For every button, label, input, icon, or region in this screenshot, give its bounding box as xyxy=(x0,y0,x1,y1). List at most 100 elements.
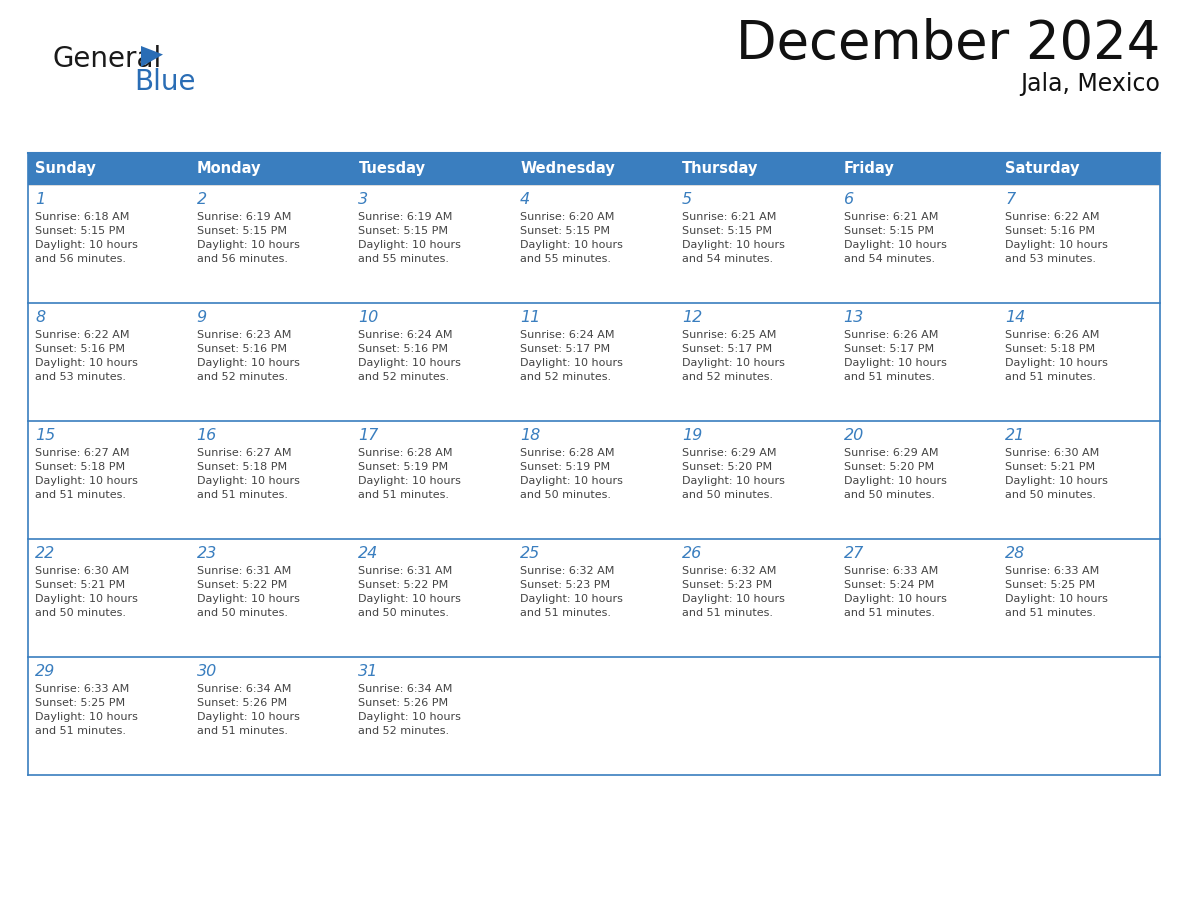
Text: 19: 19 xyxy=(682,428,702,443)
Bar xyxy=(998,153,1159,185)
Text: Sunset: 5:18 PM: Sunset: 5:18 PM xyxy=(34,462,125,472)
Text: 8: 8 xyxy=(34,310,45,325)
Text: Daylight: 10 hours: Daylight: 10 hours xyxy=(1005,594,1108,604)
Text: Sunrise: 6:20 AM: Sunrise: 6:20 AM xyxy=(520,212,614,222)
Text: Sunrise: 6:19 AM: Sunrise: 6:19 AM xyxy=(197,212,291,222)
Text: Sunrise: 6:34 AM: Sunrise: 6:34 AM xyxy=(359,684,453,694)
Bar xyxy=(352,153,513,185)
Text: and 51 minutes.: and 51 minutes. xyxy=(1005,372,1097,382)
Bar xyxy=(513,421,675,539)
Text: Sunday: Sunday xyxy=(34,162,96,176)
Text: Sunrise: 6:27 AM: Sunrise: 6:27 AM xyxy=(197,448,291,458)
Text: and 50 minutes.: and 50 minutes. xyxy=(34,608,126,618)
Text: Daylight: 10 hours: Daylight: 10 hours xyxy=(1005,240,1108,250)
Text: Daylight: 10 hours: Daylight: 10 hours xyxy=(682,240,785,250)
Bar xyxy=(998,421,1159,539)
Bar xyxy=(998,303,1159,421)
Polygon shape xyxy=(141,46,163,67)
Text: and 51 minutes.: and 51 minutes. xyxy=(197,490,287,500)
Text: Sunrise: 6:28 AM: Sunrise: 6:28 AM xyxy=(359,448,453,458)
Text: and 50 minutes.: and 50 minutes. xyxy=(1005,490,1097,500)
Text: 24: 24 xyxy=(359,546,379,561)
Text: Sunrise: 6:24 AM: Sunrise: 6:24 AM xyxy=(359,330,453,340)
Text: and 52 minutes.: and 52 minutes. xyxy=(359,726,449,736)
Bar xyxy=(836,657,998,775)
Text: Sunrise: 6:31 AM: Sunrise: 6:31 AM xyxy=(359,566,453,576)
Text: and 51 minutes.: and 51 minutes. xyxy=(34,490,126,500)
Text: and 51 minutes.: and 51 minutes. xyxy=(843,608,935,618)
Text: Sunrise: 6:32 AM: Sunrise: 6:32 AM xyxy=(682,566,776,576)
Text: 15: 15 xyxy=(34,428,56,443)
Text: Sunset: 5:16 PM: Sunset: 5:16 PM xyxy=(197,344,286,354)
Text: Sunrise: 6:22 AM: Sunrise: 6:22 AM xyxy=(1005,212,1100,222)
Text: Daylight: 10 hours: Daylight: 10 hours xyxy=(197,476,299,486)
Bar xyxy=(836,153,998,185)
Bar xyxy=(352,185,513,303)
Text: Friday: Friday xyxy=(843,162,895,176)
Text: Daylight: 10 hours: Daylight: 10 hours xyxy=(843,476,947,486)
Text: Sunset: 5:15 PM: Sunset: 5:15 PM xyxy=(34,226,125,236)
Bar xyxy=(675,421,836,539)
Bar xyxy=(513,185,675,303)
Bar xyxy=(190,421,352,539)
Bar xyxy=(513,539,675,657)
Text: 6: 6 xyxy=(843,192,854,207)
Text: and 52 minutes.: and 52 minutes. xyxy=(682,372,773,382)
Text: Daylight: 10 hours: Daylight: 10 hours xyxy=(1005,476,1108,486)
Text: Sunrise: 6:21 AM: Sunrise: 6:21 AM xyxy=(682,212,776,222)
Text: Daylight: 10 hours: Daylight: 10 hours xyxy=(843,358,947,368)
Text: 21: 21 xyxy=(1005,428,1025,443)
Bar xyxy=(675,185,836,303)
Text: and 56 minutes.: and 56 minutes. xyxy=(34,254,126,264)
Text: Sunrise: 6:22 AM: Sunrise: 6:22 AM xyxy=(34,330,129,340)
Text: 3: 3 xyxy=(359,192,368,207)
Text: Daylight: 10 hours: Daylight: 10 hours xyxy=(197,594,299,604)
Text: and 54 minutes.: and 54 minutes. xyxy=(682,254,773,264)
Bar xyxy=(836,421,998,539)
Text: and 50 minutes.: and 50 minutes. xyxy=(197,608,287,618)
Text: and 55 minutes.: and 55 minutes. xyxy=(520,254,611,264)
Text: and 52 minutes.: and 52 minutes. xyxy=(197,372,287,382)
Bar xyxy=(190,153,352,185)
Text: and 50 minutes.: and 50 minutes. xyxy=(682,490,773,500)
Bar xyxy=(352,303,513,421)
Text: 9: 9 xyxy=(197,310,207,325)
Text: 5: 5 xyxy=(682,192,691,207)
Bar xyxy=(29,303,190,421)
Text: 17: 17 xyxy=(359,428,379,443)
Text: Daylight: 10 hours: Daylight: 10 hours xyxy=(520,240,623,250)
Text: Sunset: 5:17 PM: Sunset: 5:17 PM xyxy=(682,344,772,354)
Text: Sunrise: 6:18 AM: Sunrise: 6:18 AM xyxy=(34,212,129,222)
Text: 20: 20 xyxy=(843,428,864,443)
Text: 4: 4 xyxy=(520,192,530,207)
Text: Daylight: 10 hours: Daylight: 10 hours xyxy=(34,594,138,604)
Text: and 51 minutes.: and 51 minutes. xyxy=(197,726,287,736)
Text: Jala, Mexico: Jala, Mexico xyxy=(1020,72,1159,96)
Text: 13: 13 xyxy=(843,310,864,325)
Text: Saturday: Saturday xyxy=(1005,162,1080,176)
Text: Sunset: 5:15 PM: Sunset: 5:15 PM xyxy=(359,226,448,236)
Text: Wednesday: Wednesday xyxy=(520,162,615,176)
Text: Sunset: 5:21 PM: Sunset: 5:21 PM xyxy=(1005,462,1095,472)
Text: and 55 minutes.: and 55 minutes. xyxy=(359,254,449,264)
Bar xyxy=(675,657,836,775)
Text: Sunrise: 6:33 AM: Sunrise: 6:33 AM xyxy=(34,684,129,694)
Bar xyxy=(836,539,998,657)
Text: Daylight: 10 hours: Daylight: 10 hours xyxy=(682,358,785,368)
Bar xyxy=(29,657,190,775)
Text: 14: 14 xyxy=(1005,310,1025,325)
Text: and 50 minutes.: and 50 minutes. xyxy=(520,490,611,500)
Text: Sunrise: 6:34 AM: Sunrise: 6:34 AM xyxy=(197,684,291,694)
Text: Daylight: 10 hours: Daylight: 10 hours xyxy=(843,240,947,250)
Text: and 51 minutes.: and 51 minutes. xyxy=(682,608,773,618)
Bar xyxy=(352,657,513,775)
Text: Sunset: 5:22 PM: Sunset: 5:22 PM xyxy=(197,580,287,590)
Text: Sunset: 5:16 PM: Sunset: 5:16 PM xyxy=(359,344,448,354)
Text: 22: 22 xyxy=(34,546,56,561)
Bar xyxy=(675,303,836,421)
Text: and 51 minutes.: and 51 minutes. xyxy=(1005,608,1097,618)
Bar xyxy=(998,657,1159,775)
Bar xyxy=(190,185,352,303)
Bar xyxy=(513,657,675,775)
Text: Sunset: 5:19 PM: Sunset: 5:19 PM xyxy=(520,462,611,472)
